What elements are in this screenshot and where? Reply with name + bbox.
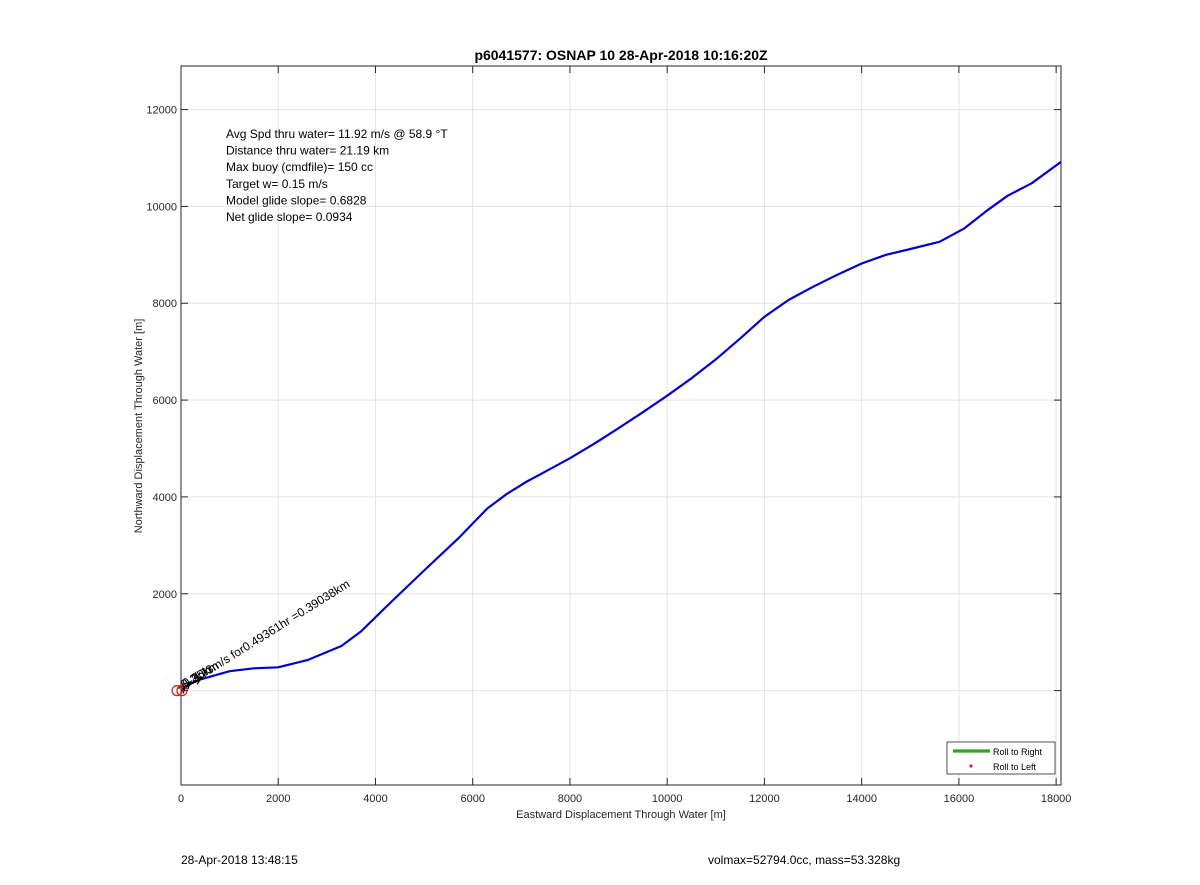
x-tick-label: 2000 xyxy=(266,793,290,805)
x-tick-label: 14000 xyxy=(846,793,877,805)
y-tick-label: 8000 xyxy=(153,298,177,310)
y-tick-label: 4000 xyxy=(153,492,177,504)
footer-timestamp: 28-Apr-2018 13:48:15 xyxy=(181,853,298,867)
info-line: Model glide slope= 0.6828 xyxy=(226,193,367,207)
axes-box xyxy=(180,65,1062,786)
grid-lines xyxy=(180,66,1061,785)
y-axis-label: Northward Displacement Through Water [m] xyxy=(133,319,145,534)
legend-box: Roll to Right Roll to Left xyxy=(946,741,1056,775)
x-tick-label: 6000 xyxy=(460,793,484,805)
start-marker xyxy=(176,684,188,697)
info-line: Target w= 0.15 m/s xyxy=(226,177,328,191)
axis-ticks: 0 2000 4000 6000 8000 10000 12000 14000 16000 180… xyxy=(146,66,1071,805)
track-series xyxy=(180,161,1062,692)
leg-arrow-head xyxy=(193,676,203,685)
legend-dot-swatch xyxy=(969,764,973,768)
y-tick-label: 6000 xyxy=(153,395,177,407)
legend-label: Roll to Right xyxy=(993,747,1043,757)
footer-summary: volmax=52794.0cc, mass=53.328kg xyxy=(708,853,901,867)
chart-title: p6041577: OSNAP 10 28-Apr-2018 10:16:20Z xyxy=(474,47,768,63)
info-line: Max buoy (cmdfile)= 150 cc xyxy=(226,160,373,174)
x-tick-label: 0 xyxy=(178,793,184,805)
track-line xyxy=(180,161,1062,692)
start-marker xyxy=(171,684,183,697)
x-tick-label: 8000 xyxy=(558,793,582,805)
x-tick-label: 16000 xyxy=(944,793,975,805)
y-tick-label: 2000 xyxy=(153,589,177,601)
info-text-block: Avg Spd thru water= 11.92 m/s @ 58.9 °T D… xyxy=(226,127,448,224)
y-tick-label: 10000 xyxy=(146,201,177,213)
info-line: Net glide slope= 0.0934 xyxy=(226,210,353,224)
legend-label: Roll to Left xyxy=(993,762,1037,772)
leg-arrow-head xyxy=(182,680,192,690)
info-line: Distance thru water= 21.19 km xyxy=(226,144,389,158)
leg-annotation-label: 0.2km xyxy=(178,663,213,691)
x-tick-label: 12000 xyxy=(749,793,780,805)
x-axis-label: Eastward Displacement Through Water [m] xyxy=(516,809,726,821)
info-line: Avg Spd thru water= 11.92 m/s @ 58.9 °T xyxy=(226,127,448,141)
x-tick-label: 10000 xyxy=(652,793,683,805)
x-tick-label: 18000 xyxy=(1041,793,1072,805)
leg-annotations: ~2.73m/s for0.49361hr =0.39038km0.35km0.… xyxy=(171,577,352,697)
y-tick-label: 12000 xyxy=(146,105,177,117)
x-tick-label: 4000 xyxy=(363,793,387,805)
legend-frame xyxy=(946,741,1056,775)
